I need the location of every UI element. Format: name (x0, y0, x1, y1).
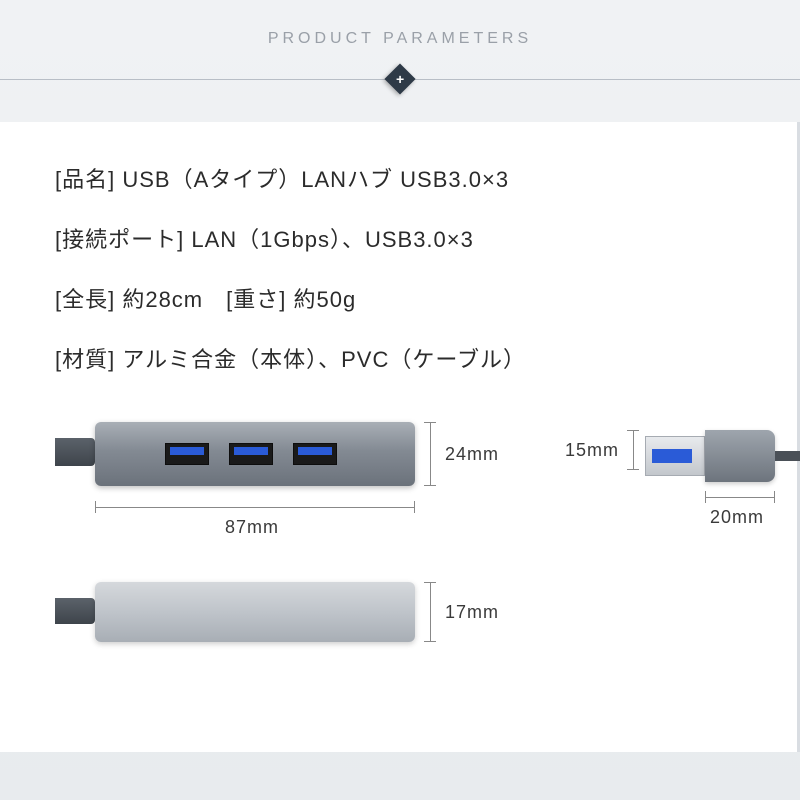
dim-line (705, 497, 775, 498)
dim-cap (627, 430, 639, 431)
dim-cap (414, 501, 415, 513)
usb-port-2 (229, 443, 273, 465)
dim-cap (705, 491, 706, 503)
diamond-icon: + (384, 63, 415, 94)
usb-a-housing (705, 430, 775, 482)
dim-cap (424, 641, 436, 642)
hub-body (95, 422, 415, 486)
dim-cap (627, 469, 639, 470)
usb-a-blue-insert (652, 449, 692, 463)
spec-card: [品名] USB（Aタイプ）LANハブ USB3.0×3 [接続ポート] LAN… (0, 122, 800, 752)
dim-line (430, 422, 431, 486)
dim-cap (95, 501, 96, 513)
dim-hub2-height: 17mm (445, 602, 499, 623)
usb-port-1 (165, 443, 209, 465)
dim-line (95, 507, 415, 508)
dim-hub-width: 87mm (225, 517, 279, 538)
divider: + (0, 66, 800, 92)
page-title: PRODUCT PARAMETERS (0, 30, 800, 48)
usb-port-inner (298, 447, 332, 455)
hub-cable-strain-relief (55, 438, 95, 466)
usb-port-3 (293, 443, 337, 465)
dim-cap (424, 582, 436, 583)
dim-line (633, 430, 634, 470)
plus-icon: + (396, 72, 404, 86)
dim-cap (774, 491, 775, 503)
dim-hub-height: 24mm (445, 444, 499, 465)
spec-material: [材質] アルミ合金（本体）、PVC（ケーブル） (55, 342, 757, 374)
dim-line (430, 582, 431, 642)
usb-a-connector (645, 430, 800, 482)
spec-ports: [接続ポート] LAN（1Gbps）、USB3.0×3 (55, 222, 757, 254)
hub-body-top-view (95, 582, 415, 642)
header: PRODUCT PARAMETERS + (0, 0, 800, 92)
usb-a-cable (775, 451, 800, 461)
usb-port-inner (234, 447, 268, 455)
dim-usb-height: 15mm (565, 440, 619, 461)
diagrams: 24mm 87mm 15mm 20mm 17mm (55, 402, 757, 732)
spec-name: [品名] USB（Aタイプ）LANハブ USB3.0×3 (55, 162, 757, 194)
spec-length-weight: [全長] 約28cm [重さ] 約50g (55, 282, 757, 314)
usb-port-inner (170, 447, 204, 455)
hub2-cable-strain-relief (55, 598, 95, 624)
usb-a-metal-shell (645, 436, 705, 476)
dim-usb-width: 20mm (710, 507, 764, 528)
dim-cap (424, 422, 436, 423)
dim-cap (424, 485, 436, 486)
